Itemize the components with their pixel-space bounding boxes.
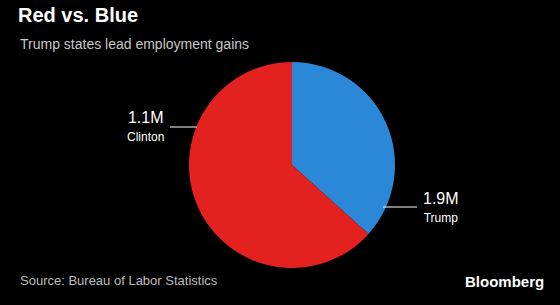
svg-text:Bloomberg: Bloomberg xyxy=(465,273,544,290)
svg-text:Trump states lead employment g: Trump states lead employment gains xyxy=(20,36,249,52)
svg-text:1.9MTrump: 1.9MTrump xyxy=(423,190,459,225)
svg-text:Red vs. Blue: Red vs. Blue xyxy=(18,4,138,26)
svg-text:Source: Bureau of Labor Statis: Source: Bureau of Labor Statistics xyxy=(20,273,218,288)
svg-text:1.1MClinton: 1.1MClinton xyxy=(127,109,164,144)
